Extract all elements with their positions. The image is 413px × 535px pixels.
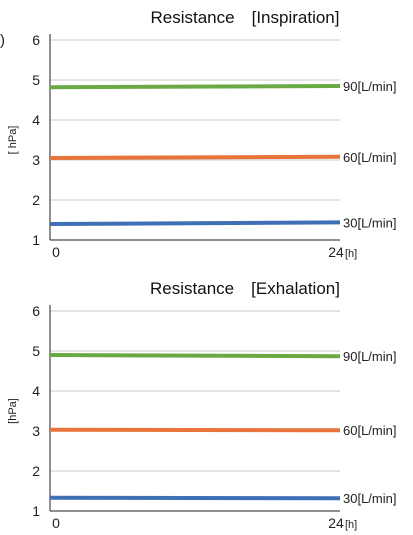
chart-panel-1: Resistance [Inspiration] 1 2 3 4 5 6 [ hPa] 0 24[… bbox=[7, 8, 396, 260]
series-label: 60[L/min] bbox=[343, 423, 396, 438]
chart-title: Resistance [Exhalation] bbox=[150, 279, 340, 298]
y-tick-label: 3 bbox=[32, 152, 40, 168]
series-line bbox=[49, 154, 341, 160]
x-tick-label: 24 bbox=[328, 244, 344, 260]
x-tick-label: 24 bbox=[328, 515, 344, 531]
y-axis-label: [hPa] bbox=[7, 398, 19, 424]
series-label: 90[L/min] bbox=[343, 349, 396, 364]
y-tick-label: 2 bbox=[32, 192, 40, 208]
y-tick-label: 1 bbox=[32, 232, 40, 248]
y-tick-label: 5 bbox=[32, 343, 40, 359]
y-tick-label: 4 bbox=[32, 383, 40, 399]
series-line bbox=[49, 84, 341, 90]
series-label: 90[L/min] bbox=[343, 79, 396, 94]
x-unit-label: [h] bbox=[345, 248, 357, 260]
series-label: 30[L/min] bbox=[343, 491, 396, 506]
y-tick-label: 3 bbox=[32, 423, 40, 439]
y-tick-label: 2 bbox=[32, 463, 40, 479]
series-line bbox=[49, 353, 341, 359]
x-tick-label: 0 bbox=[52, 244, 60, 260]
chart-panel-2: Resistance [Exhalation] 1 2 3 4 5 6 [hPa] 0 24 [h]… bbox=[7, 279, 396, 531]
y-tick-label: 6 bbox=[32, 303, 40, 319]
chart-title: Resistance [Inspiration] bbox=[151, 8, 340, 27]
edge-glyph: ) bbox=[0, 32, 5, 49]
x-unit-label: [h] bbox=[345, 519, 357, 531]
y-tick-label: 6 bbox=[32, 32, 40, 48]
y-axis-label: [ hPa] bbox=[7, 126, 19, 155]
y-tick-label: 1 bbox=[32, 503, 40, 519]
series-label: 60[L/min] bbox=[343, 150, 396, 165]
series-line bbox=[49, 220, 341, 226]
y-tick-label: 4 bbox=[32, 112, 40, 128]
series-label: 30[L/min] bbox=[343, 215, 396, 230]
x-tick-label: 0 bbox=[52, 515, 60, 531]
y-tick-label: 5 bbox=[32, 72, 40, 88]
